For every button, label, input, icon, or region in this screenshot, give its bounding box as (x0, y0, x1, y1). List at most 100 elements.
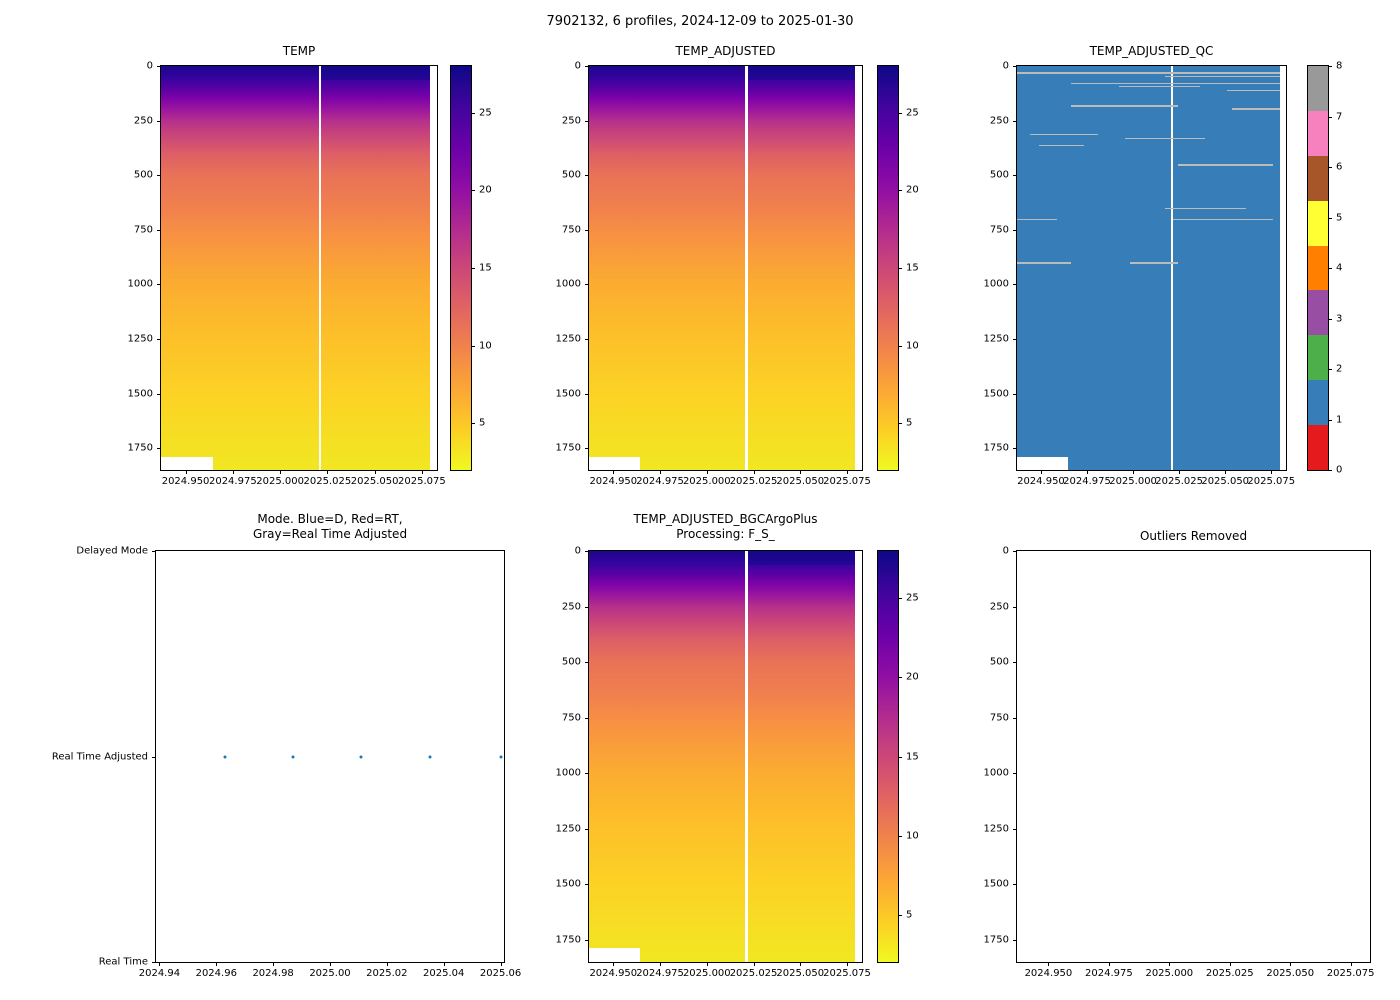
y-tick-label: Real Time Adjusted (51, 751, 148, 762)
y-tick-label: 5 (1336, 212, 1343, 223)
x-tick-mark (847, 470, 849, 474)
y-tick-mark (1013, 773, 1017, 775)
missing-data-overlay (589, 948, 641, 962)
missing-data-overlay (1030, 133, 1098, 136)
y-tick-mark (157, 66, 161, 67)
bgc-colorbar-gradient (878, 551, 898, 962)
y-tick-label: 2 (1336, 363, 1343, 375)
y-tick-mark (1328, 167, 1332, 168)
bgc-missing-data-overlays (589, 551, 862, 962)
x-tick-label: 2025.050 (1201, 476, 1250, 487)
y-tick-label: 8 (1336, 60, 1343, 72)
missing-data-overlay (1232, 108, 1280, 110)
x-tick-label: 2024.950 (589, 476, 638, 487)
x-tick-label: 2025.075 (1247, 476, 1296, 487)
x-tick-mark (1225, 470, 1227, 474)
missing-data-overlay (1164, 207, 1246, 210)
x-tick-mark (1229, 962, 1231, 966)
temp-y-axis-ticks: 0 250 500 750 1000 1250 1500 1750 (21, 61, 161, 470)
y-tick-mark (1328, 318, 1332, 320)
x-tick-mark (327, 470, 329, 474)
y-tick-label: 1250 (555, 823, 581, 835)
y-tick-mark (471, 423, 475, 425)
x-tick-label: 2025.075 (823, 476, 871, 487)
y-tick-mark (152, 756, 156, 758)
panel-title-qc: TEMP_ADJUSTED_QC (1089, 44, 1214, 58)
x-tick-label: 2025.075 (823, 968, 871, 979)
missing-data-overlay (855, 66, 862, 470)
y-tick-label: 1000 (555, 278, 581, 290)
mode-y-axis-ticks: Delayed Mode Real Time Adjusted Real Time (16, 546, 156, 968)
panel-title-outliers: Outliers Removed (1139, 529, 1248, 543)
x-tick-mark (800, 962, 802, 966)
y-tick-mark (1013, 175, 1017, 177)
y-tick-mark (1013, 229, 1017, 231)
y-tick-mark (471, 190, 475, 192)
x-tick-label: 2024.96 (195, 968, 237, 979)
missing-data-overlay (1017, 72, 1280, 74)
y-tick-mark (157, 284, 161, 286)
x-tick-label: 2024.975 (208, 476, 257, 487)
outliers-x-axis-ticks: 2024.950 2024.975 2025.000 2025.025 2025.050… (1017, 962, 1375, 986)
y-tick-mark (471, 345, 475, 347)
missing-data-overlay (1017, 218, 1058, 221)
y-tick-label: 1 (1336, 414, 1343, 425)
temp-adjusted-y-axis-ticks: 0 250 500 750 1000 1250 1500 1750 (449, 61, 589, 470)
temp-adjusted-colorbar-ticks: 5 10 15 20 25 (898, 66, 938, 470)
x-tick-label: 2025.04 (423, 968, 465, 979)
y-tick-label: 1750 (983, 934, 1009, 946)
qc-colorbar-segment (1308, 245, 1328, 291)
y-tick-label: 750 (989, 224, 1009, 236)
y-tick-label: 500 (561, 656, 581, 668)
y-tick-label: 1000 (127, 278, 153, 290)
x-tick-label: 2025.075 (1326, 968, 1375, 979)
y-tick-mark (1013, 284, 1017, 286)
missing-data-overlay (1070, 105, 1179, 107)
y-tick-mark (585, 662, 589, 664)
y-tick-label: 6 (1336, 161, 1343, 173)
bgc-colorbar: 5 10 15 20 25 (877, 550, 919, 963)
x-tick-mark (706, 470, 708, 474)
y-tick-mark (1013, 662, 1017, 664)
temp-adjusted-colorbar-gradient (878, 66, 898, 470)
y-tick-mark (1328, 419, 1332, 421)
y-tick-label: 1500 (983, 388, 1009, 400)
qc-colorbar-segment (1308, 110, 1328, 156)
y-tick-mark (585, 120, 589, 122)
x-tick-label: 2025.06 (479, 968, 522, 979)
mode-scatter-points (156, 551, 504, 962)
x-tick-mark (443, 962, 445, 966)
y-tick-mark (1328, 116, 1332, 118)
x-tick-mark (800, 470, 802, 474)
y-tick-label: 25 (906, 107, 919, 119)
qc-heatmap-panel: 0 250 500 750 1000 1250 1500 1750 2024.950 2024.… (984, 61, 1296, 488)
x-tick-mark (1087, 470, 1088, 474)
y-tick-label: 20 (906, 671, 919, 683)
y-tick-mark (1013, 120, 1017, 122)
missing-data-overlay (1017, 262, 1071, 264)
y-tick-mark (585, 606, 589, 608)
y-tick-mark (152, 551, 156, 552)
temp-heatmap-mesh (161, 66, 437, 470)
x-tick-mark (330, 962, 331, 966)
y-tick-mark (898, 598, 902, 600)
y-tick-mark (585, 284, 589, 286)
missing-data-overlay (430, 66, 437, 470)
outliers-panel: 0 250 500 750 1000 1250 1500 1750 2024.950 2024.… (984, 546, 1375, 980)
mode-scatter-dot (428, 755, 431, 758)
x-tick-mark (159, 962, 161, 966)
panel-title-bgc: TEMP_ADJUSTED_BGCArgoPlus Processing: F_… (588, 512, 863, 542)
x-tick-mark (1133, 470, 1135, 474)
x-tick-mark (185, 470, 187, 474)
y-tick-label: 4 (1336, 262, 1343, 274)
qc-y-axis-ticks: 0 250 500 750 1000 1250 1500 1750 (877, 61, 1017, 470)
qc-colorbar-segment (1308, 290, 1328, 336)
y-tick-mark (1013, 448, 1017, 450)
y-tick-mark (157, 175, 161, 177)
x-tick-label: 2025.000 (1145, 968, 1194, 979)
qc-heatmap-mesh (1017, 66, 1286, 470)
bgc-x-axis-ticks: 2024.950 2024.975 2025.000 2025.025 2025.050… (589, 962, 871, 986)
temp-colorbar: 5 10 15 20 25 (450, 65, 492, 471)
x-tick-label: 2025.075 (398, 476, 446, 487)
qc-colorbar-segment (1308, 335, 1328, 381)
